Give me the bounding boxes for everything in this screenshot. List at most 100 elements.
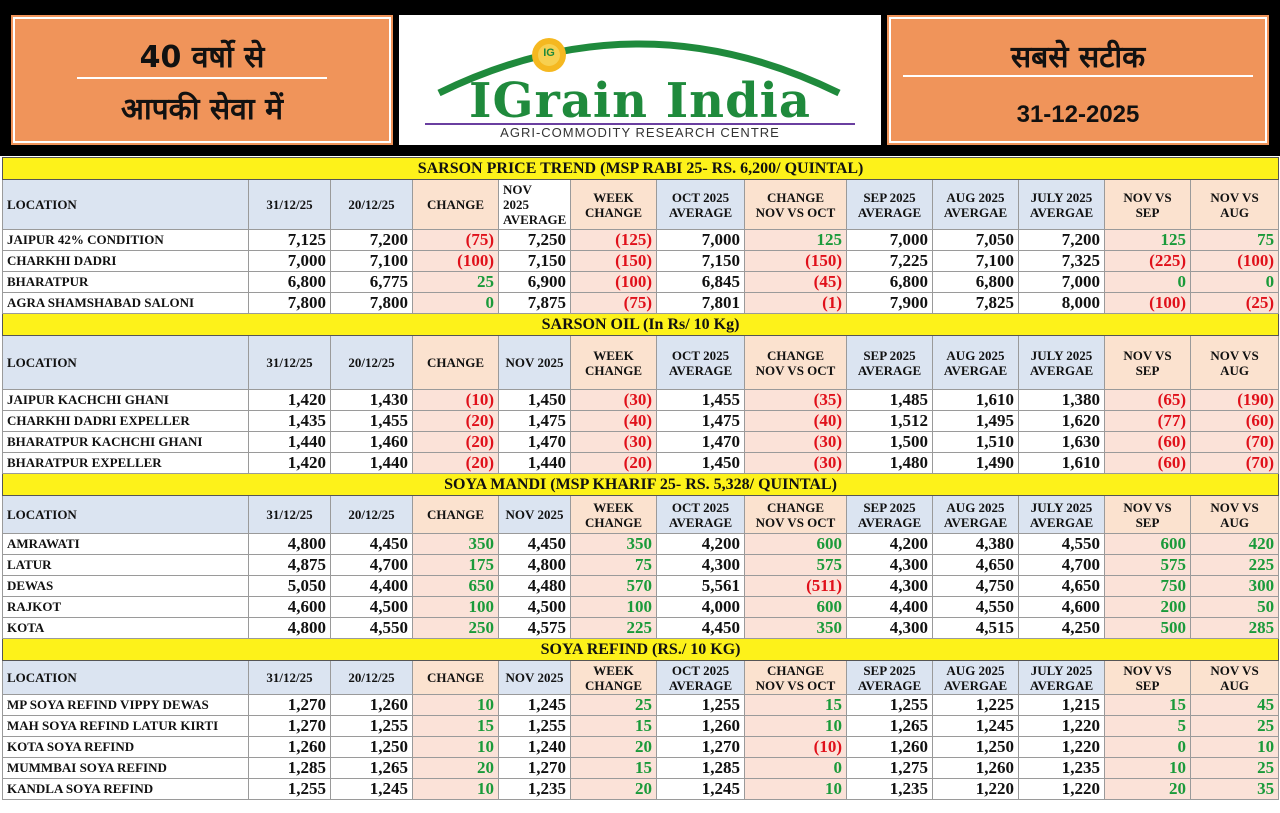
value-cell: (45) <box>744 271 847 293</box>
value-cell: 1,440 <box>498 452 571 474</box>
location-cell: JAIPUR 42% CONDITION <box>2 229 249 251</box>
table-row: CHARKHI DADRI 7,000 7,100 (100) 7,150 (150) 7,… <box>2 250 1280 272</box>
value-cell: 7,150 <box>498 250 571 272</box>
column-header: NOV VS AUG <box>1189 660 1280 695</box>
value-cell: 1,270 <box>248 694 331 716</box>
value-cell: 4,300 <box>846 617 933 639</box>
table-row: MP SOYA REFIND VIPPY DEWAS 1,270 1,260 10 1,… <box>2 694 1280 716</box>
report-date: 31-12-2025 <box>1016 101 1140 128</box>
value-cell: 1,250 <box>932 736 1019 758</box>
value-cell: 0 <box>1189 271 1280 293</box>
value-cell: 0 <box>744 757 847 779</box>
value-cell: 15 <box>744 694 847 716</box>
value-cell: 25 <box>412 271 499 293</box>
location-cell: KOTA SOYA REFIND <box>2 736 249 758</box>
value-cell: 1,460 <box>330 431 413 453</box>
column-header: JULY 2025 AVERGAE <box>1018 495 1105 534</box>
value-cell: 750 <box>1104 575 1191 597</box>
column-header: SEP 2025 AVERAGE <box>846 660 933 695</box>
section-title-row: SOYA MANDI (MSP KHARIF 25- RS. 5,328/ QU… <box>1 473 1280 496</box>
value-cell: 75 <box>1189 229 1280 251</box>
value-cell: (70) <box>1189 431 1280 453</box>
value-cell: 100 <box>412 596 499 618</box>
value-cell: 45 <box>1189 694 1280 716</box>
column-header: CHANGE <box>412 660 499 695</box>
table-row: MUMMBAI SOYA REFIND 1,285 1,265 20 1,270 15 1,… <box>2 757 1280 779</box>
value-cell: 7,825 <box>932 292 1019 314</box>
value-cell: 15 <box>570 715 657 737</box>
location-cell: BHARATPUR <box>2 271 249 293</box>
value-cell: 4,450 <box>330 533 413 555</box>
column-header: JULY 2025 AVERGAE <box>1018 660 1105 695</box>
value-cell: 4,380 <box>932 533 1019 555</box>
value-cell: 1,610 <box>1018 452 1105 474</box>
value-cell: 4,550 <box>1018 533 1105 555</box>
column-header: CHANGE NOV VS OCT <box>744 495 847 534</box>
value-cell: 1,240 <box>498 736 571 758</box>
value-cell: 1,225 <box>932 694 1019 716</box>
value-cell: 4,450 <box>656 617 745 639</box>
value-cell: 10 <box>412 778 499 800</box>
value-cell: (150) <box>744 250 847 272</box>
value-cell: 4,600 <box>1018 596 1105 618</box>
column-header: WEEK CHANGE <box>570 660 657 695</box>
value-cell: 4,650 <box>1018 575 1105 597</box>
column-header: LOCATION <box>2 660 249 695</box>
value-cell: 7,875 <box>498 292 571 314</box>
value-cell: 7,000 <box>248 250 331 272</box>
column-header: CHANGE <box>412 179 499 230</box>
value-cell: 10 <box>744 715 847 737</box>
table-row: DEWAS 5,050 4,400 650 4,480 570 5,561 (511) 4,30… <box>2 575 1280 597</box>
value-cell: 7,125 <box>248 229 331 251</box>
value-cell: 1,255 <box>498 715 571 737</box>
table-row: BHARATPUR 6,800 6,775 25 6,900 (100) 6,845 (45)… <box>2 271 1280 293</box>
value-cell: 650 <box>412 575 499 597</box>
value-cell: 1,260 <box>932 757 1019 779</box>
table-row: AGRA SHAMSHABAD SALONI 7,800 7,800 0 7,875 (7… <box>2 292 1280 314</box>
value-cell: 1,495 <box>932 410 1019 432</box>
value-cell: (100) <box>570 271 657 293</box>
price-tables: SARSON PRICE TREND (MSP RABI 25- RS. 6,2… <box>1 157 1280 800</box>
value-cell: 4,200 <box>656 533 745 555</box>
value-cell: 1,245 <box>330 778 413 800</box>
column-header: AUG 2025 AVERGAE <box>932 335 1019 390</box>
value-cell: 1,475 <box>498 410 571 432</box>
value-cell: 4,800 <box>248 533 331 555</box>
column-header: 31/12/25 <box>248 335 331 390</box>
column-header: AUG 2025 AVERGAE <box>932 495 1019 534</box>
value-cell: 1,285 <box>656 757 745 779</box>
value-cell: 4,200 <box>846 533 933 555</box>
value-cell: 6,900 <box>498 271 571 293</box>
value-cell: 4,650 <box>932 554 1019 576</box>
location-cell: AGRA SHAMSHABAD SALONI <box>2 292 249 314</box>
value-cell: (35) <box>744 389 847 411</box>
value-cell: 1,270 <box>498 757 571 779</box>
column-header: OCT 2025 AVERAGE <box>656 495 745 534</box>
value-cell: 20 <box>412 757 499 779</box>
value-cell: (20) <box>412 431 499 453</box>
value-cell: 7,000 <box>1018 271 1105 293</box>
column-header: LOCATION <box>2 335 249 390</box>
logo-panel: IG IGrain India AGRI-COMMODITY RESEARCH … <box>396 12 884 148</box>
value-cell: 1,235 <box>846 778 933 800</box>
right-divider <box>903 75 1253 77</box>
value-cell: 7,100 <box>932 250 1019 272</box>
value-cell: 4,875 <box>248 554 331 576</box>
column-header: NOV 2025 <box>498 335 571 390</box>
value-cell: 7,200 <box>1018 229 1105 251</box>
table-row: BHARATPUR EXPELLER 1,420 1,440 (20) 1,440 (20… <box>2 452 1280 474</box>
value-cell: 4,500 <box>330 596 413 618</box>
value-cell: (60) <box>1104 452 1191 474</box>
value-cell: 1,245 <box>656 778 745 800</box>
section-title: SOYA MANDI (MSP KHARIF 25- RS. 5,328/ QU… <box>1 473 1280 496</box>
value-cell: 100 <box>570 596 657 618</box>
value-cell: 1,420 <box>248 389 331 411</box>
column-header: NOV 2025 <box>498 495 571 534</box>
value-cell: (75) <box>412 229 499 251</box>
value-cell: (20) <box>412 452 499 474</box>
value-cell: 10 <box>412 736 499 758</box>
value-cell: 75 <box>570 554 657 576</box>
value-cell: 500 <box>1104 617 1191 639</box>
value-cell: 4,700 <box>1018 554 1105 576</box>
value-cell: 15 <box>412 715 499 737</box>
